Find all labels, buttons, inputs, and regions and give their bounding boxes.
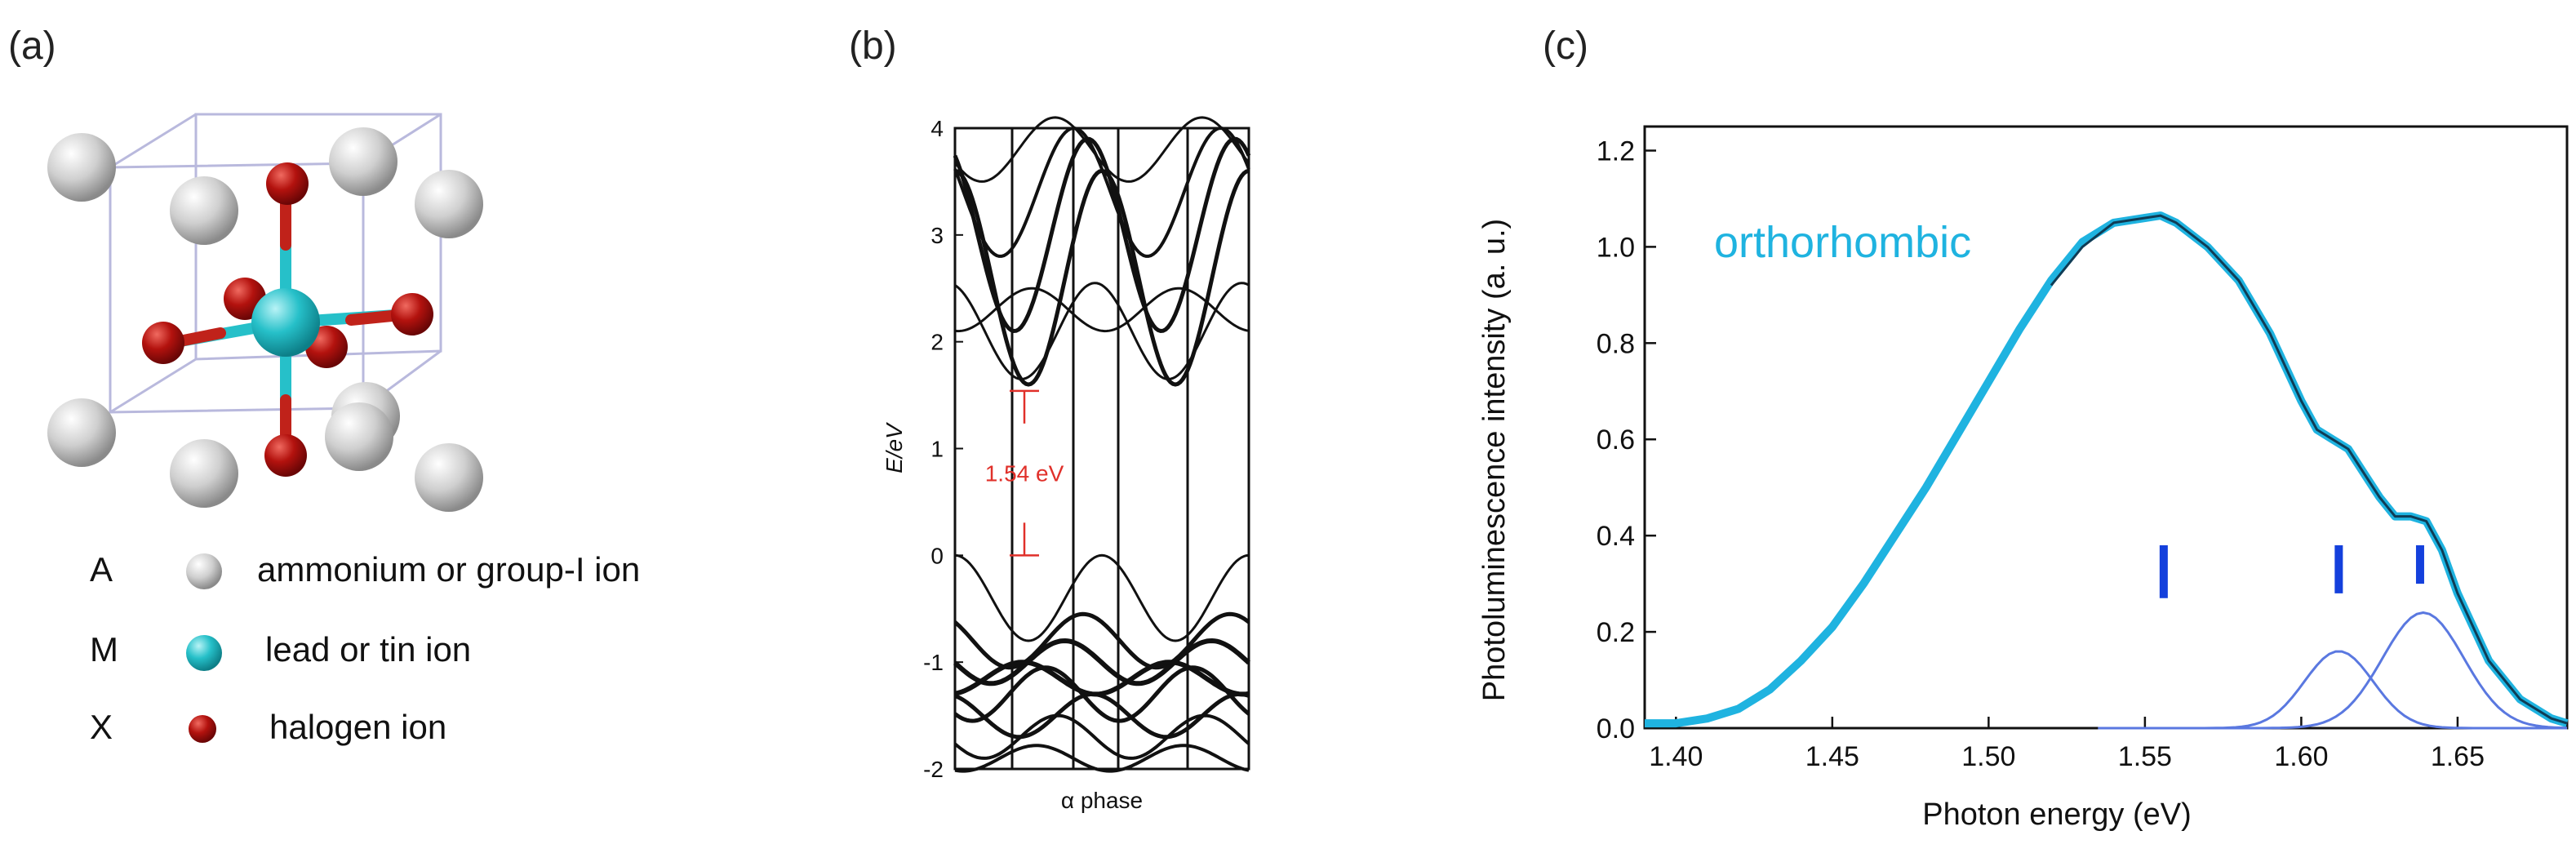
a-ion [415, 170, 483, 238]
band-line [954, 282, 1250, 381]
y-axis-label: Photoluminescence intensity (a. u.) [1477, 219, 1512, 701]
x-axis-label: α phase [1061, 788, 1143, 813]
band-line [953, 136, 1251, 334]
x-ion [391, 293, 433, 335]
m-ion [251, 288, 320, 357]
y-tick-label: 0.8 [1597, 328, 1635, 359]
band-line [954, 660, 1250, 697]
panel-label-b: (b) [849, 24, 897, 68]
legend-symbol-a: A [90, 550, 113, 589]
structure-legend: A ammonium or group-I ion M lead or tin … [90, 550, 640, 746]
legend-a-ion-icon [186, 553, 222, 589]
x-tick-label: 1.45 [1805, 741, 1859, 772]
band-line [953, 127, 1250, 258]
band-line [953, 665, 1250, 723]
y-tick-label: 0.2 [1597, 617, 1635, 648]
y-tick-label: 0.4 [1597, 521, 1635, 552]
legend-orthorhombic: orthorhombic [1714, 218, 1971, 267]
pl-spectrum-plot: 1.40 1.45 1.50 1.55 1.60 1.65 1.2 1.0 0.8 0.6 0.4 0… [1477, 125, 2569, 832]
panel-label-a: (a) [8, 24, 56, 68]
perovskite-structure [47, 113, 483, 512]
y-axis-label: E/eV [882, 422, 907, 473]
band-gap-label: 1.54 eV [985, 461, 1064, 487]
x-tick-label: 1.60 [2274, 741, 2328, 772]
x-ion [264, 434, 307, 477]
legend-symbol-x: X [90, 708, 113, 746]
a-ion [325, 402, 393, 471]
x-axis-label: Photon energy (eV) [1922, 798, 2192, 832]
a-ion [329, 127, 398, 196]
legend-x-ion-icon [189, 715, 216, 743]
x-tick-label: 1.55 [2118, 741, 2172, 772]
x-tick-label: 1.65 [2431, 741, 2485, 772]
series-line-fit-total [2050, 214, 2568, 725]
band-line [954, 287, 1250, 333]
y-tick-label: 1.2 [1597, 136, 1635, 167]
y-tick-label: 1.0 [1597, 232, 1635, 263]
legend-desc-x: halogen ion [269, 708, 446, 746]
y-tick-label: 4 [930, 116, 944, 141]
series-line-component-2 [2098, 611, 2568, 730]
x-tick-label: 1.40 [1649, 741, 1703, 772]
band-line [954, 744, 1250, 773]
band-structure-plot: 4 3 2 1 0 -1 -2 E/eV α phase 1.54 eV [882, 116, 1251, 813]
x-ion [142, 322, 184, 364]
plot-frame [1643, 125, 2569, 730]
series-line-component-1 [2098, 650, 2567, 730]
a-ion [47, 398, 116, 467]
y-tick-label: 2 [930, 330, 944, 355]
y-tick-label: -2 [923, 757, 944, 782]
y-tick-label: 0 [930, 543, 944, 568]
x-tick-label: 1.50 [1961, 741, 2015, 772]
y-tick-label: 0.0 [1597, 713, 1635, 744]
a-ion [170, 176, 238, 245]
legend-desc-a: ammonium or group-I ion [257, 550, 640, 589]
series-line-measured [1645, 211, 2569, 728]
a-ion [170, 439, 238, 508]
band-line [953, 116, 1250, 183]
panel-label-c: (c) [1543, 24, 1588, 68]
y-tick-label: 1 [930, 437, 944, 462]
y-tick-label: -1 [923, 650, 944, 675]
legend-desc-m: lead or tin ion [265, 630, 471, 669]
legend-m-ion-icon [186, 635, 222, 671]
x-ion [266, 162, 309, 205]
band-line [953, 713, 1250, 760]
y-tick-label: 0.6 [1597, 424, 1635, 455]
y-tick-label: 3 [930, 223, 944, 248]
a-ion [415, 443, 483, 512]
band-line [953, 638, 1251, 686]
legend-symbol-m: M [90, 630, 118, 669]
a-ion [47, 133, 116, 202]
band-line [954, 553, 1250, 642]
